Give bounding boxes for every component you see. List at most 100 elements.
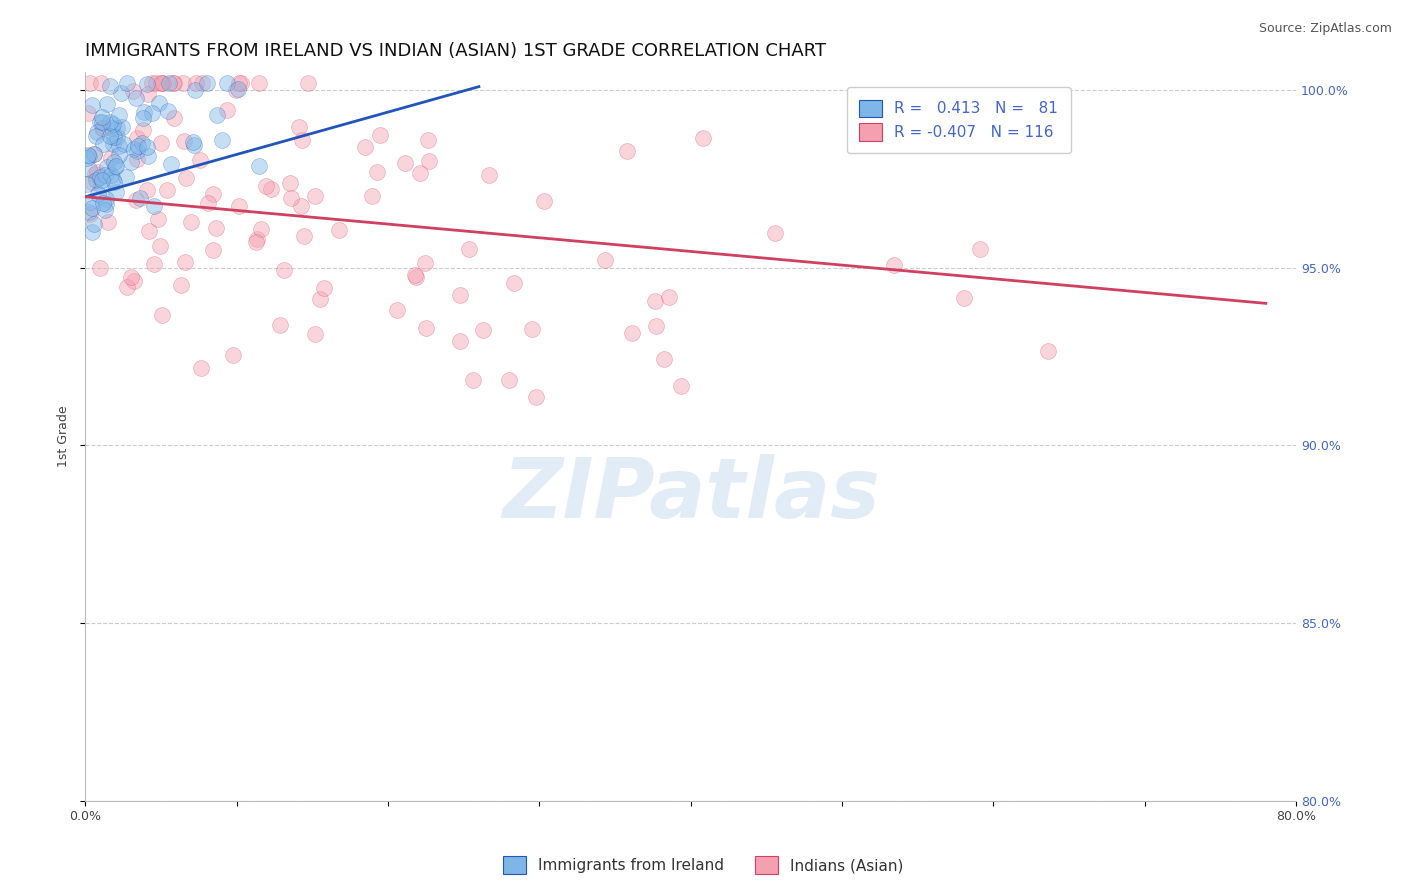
Point xyxy=(127,139,149,153)
Point xyxy=(100,152,122,166)
Point xyxy=(135,78,157,92)
Point xyxy=(124,91,146,105)
Point xyxy=(173,134,195,148)
Point xyxy=(247,159,270,173)
Point xyxy=(108,147,131,161)
Point xyxy=(142,257,165,271)
Point xyxy=(90,173,112,187)
Point xyxy=(524,390,547,404)
Point xyxy=(191,76,214,90)
Point xyxy=(502,276,524,290)
Point xyxy=(260,182,283,196)
Point xyxy=(89,170,111,185)
Point xyxy=(97,215,120,229)
Point xyxy=(415,321,437,335)
Point xyxy=(149,76,172,90)
Point xyxy=(86,125,108,139)
Legend: R =   0.413   N =   81, R = -0.407   N = 116: R = 0.413 N = 81, R = -0.407 N = 116 xyxy=(846,87,1070,153)
Point xyxy=(288,120,311,135)
Point xyxy=(101,172,124,186)
Point xyxy=(115,280,138,294)
Point xyxy=(83,147,105,161)
Point xyxy=(222,348,245,362)
Point xyxy=(132,105,155,120)
Point xyxy=(120,154,142,169)
Point xyxy=(121,84,143,98)
Point xyxy=(273,263,295,277)
Point xyxy=(80,225,103,239)
Point xyxy=(94,192,117,206)
Point xyxy=(112,137,135,152)
Point xyxy=(108,139,131,153)
Point xyxy=(98,129,121,144)
Point xyxy=(418,133,440,147)
Point xyxy=(84,167,107,181)
Point xyxy=(620,326,643,341)
Point xyxy=(1038,344,1060,359)
Point xyxy=(160,156,183,170)
Point xyxy=(205,108,228,122)
Point xyxy=(394,156,416,170)
Point xyxy=(184,76,207,90)
Point xyxy=(385,302,408,317)
Point xyxy=(125,152,148,166)
Point xyxy=(197,196,219,211)
Point xyxy=(122,274,145,288)
Point xyxy=(174,171,197,186)
Point xyxy=(80,98,103,112)
Point xyxy=(658,290,681,304)
Point xyxy=(150,76,173,90)
Point xyxy=(247,76,270,90)
Point xyxy=(404,268,426,282)
Point xyxy=(297,76,319,90)
Point xyxy=(141,76,163,90)
Point xyxy=(413,256,436,270)
Point xyxy=(231,76,253,90)
Point xyxy=(472,323,495,337)
Point xyxy=(308,293,330,307)
Point xyxy=(366,165,388,179)
Point xyxy=(79,207,101,221)
Point xyxy=(136,139,159,153)
Point xyxy=(138,148,160,162)
Point xyxy=(292,229,315,244)
Point xyxy=(131,136,153,150)
Point xyxy=(110,86,132,100)
Point xyxy=(150,136,173,150)
Point xyxy=(157,76,180,90)
Point xyxy=(100,115,122,129)
Point xyxy=(405,270,427,285)
Point xyxy=(254,178,277,193)
Point xyxy=(195,76,218,90)
Point xyxy=(533,194,555,208)
Point xyxy=(135,183,157,197)
Point xyxy=(181,135,204,149)
Point xyxy=(217,103,239,117)
Point xyxy=(328,223,350,237)
Point xyxy=(96,96,118,111)
Point xyxy=(89,260,111,275)
Point xyxy=(353,140,375,154)
Point xyxy=(91,115,114,129)
Point xyxy=(104,159,127,173)
Point xyxy=(77,162,100,177)
Point xyxy=(228,76,250,90)
Point xyxy=(79,195,101,210)
Point xyxy=(84,129,107,144)
Point xyxy=(83,147,105,161)
Point xyxy=(91,120,114,135)
Point xyxy=(96,196,118,211)
Point xyxy=(180,215,202,229)
Point xyxy=(246,232,269,246)
Point xyxy=(86,165,108,179)
Point xyxy=(132,111,155,125)
Point xyxy=(669,379,692,393)
Point xyxy=(91,120,114,135)
Point xyxy=(77,149,100,163)
Point xyxy=(245,235,267,250)
Point xyxy=(76,151,98,165)
Point xyxy=(148,212,170,227)
Point xyxy=(108,108,131,122)
Point xyxy=(93,202,115,217)
Point xyxy=(115,76,138,90)
